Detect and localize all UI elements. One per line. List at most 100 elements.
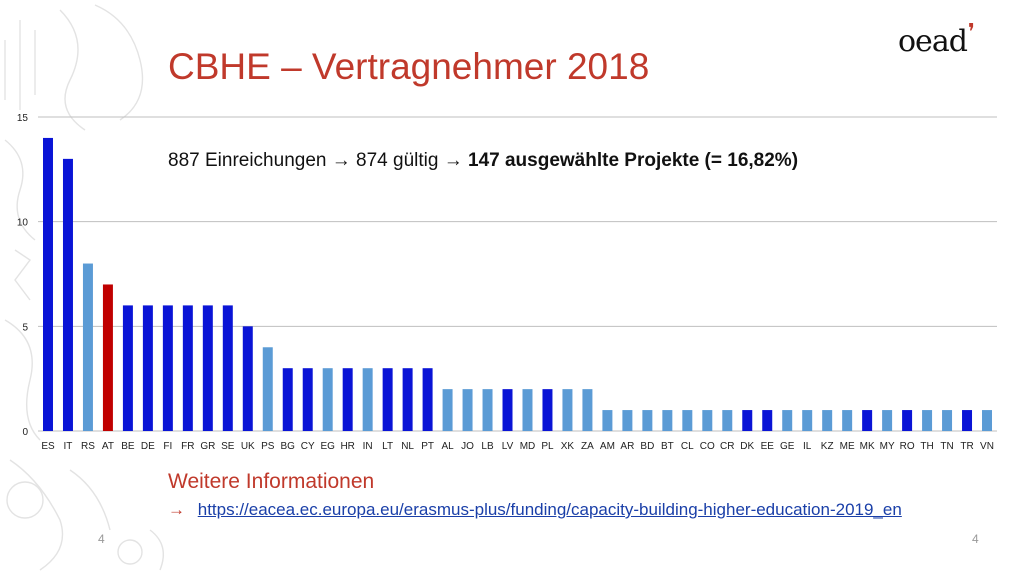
bar xyxy=(542,389,553,431)
x-tick-label: ME xyxy=(840,441,855,452)
x-tick-label: RS xyxy=(81,441,95,452)
x-tick-label: MK xyxy=(860,441,875,452)
bar xyxy=(82,263,93,431)
x-tick-label: ES xyxy=(41,441,55,452)
bar xyxy=(582,389,593,431)
x-tick-label: XK xyxy=(561,441,575,452)
x-tick-label: BD xyxy=(640,441,654,452)
x-tick-label: AL xyxy=(441,441,454,452)
x-tick-label: NL xyxy=(401,441,414,452)
bar xyxy=(102,284,113,431)
summary-selected: 147 ausgewählte Projekte (= 16,82%) xyxy=(468,150,799,171)
y-tick-label: 5 xyxy=(22,322,28,333)
bar xyxy=(982,410,993,431)
arrow-icon: → xyxy=(331,150,351,171)
x-tick-label: CY xyxy=(301,441,315,452)
more-info-heading: Weitere Informationen xyxy=(168,470,375,493)
bar xyxy=(482,389,493,431)
x-tick-label: GR xyxy=(200,441,215,452)
bar xyxy=(902,410,913,431)
x-tick-label: LT xyxy=(382,441,393,452)
oead-logo: oead❜ xyxy=(898,20,975,59)
bar xyxy=(762,410,773,431)
x-tick-label: IL xyxy=(803,441,812,452)
page-number-left: 4 xyxy=(98,532,105,546)
x-tick-label: AM xyxy=(600,441,615,452)
x-tick-label: TN xyxy=(940,441,953,452)
bar xyxy=(342,368,353,431)
bar xyxy=(122,305,133,431)
bar xyxy=(402,368,413,431)
bar xyxy=(922,410,933,431)
x-tick-label: CO xyxy=(700,441,715,452)
bar xyxy=(962,410,973,431)
x-tick-label: BE xyxy=(121,441,135,452)
x-tick-label: FI xyxy=(163,441,172,452)
more-info-link-row: → https://eacea.ec.europa.eu/erasmus-plu… xyxy=(168,500,902,520)
bar xyxy=(502,389,513,431)
x-tick-label: SE xyxy=(221,441,235,452)
bar xyxy=(682,410,693,431)
bar xyxy=(62,158,73,431)
eacea-link[interactable]: https://eacea.ec.europa.eu/erasmus-plus/… xyxy=(197,500,902,519)
bar xyxy=(602,410,613,431)
x-tick-label: MD xyxy=(520,441,536,452)
bar xyxy=(202,305,213,431)
bar xyxy=(842,410,853,431)
y-tick-label: 15 xyxy=(17,113,29,124)
x-tick-label: LB xyxy=(481,441,494,452)
bar xyxy=(742,410,753,431)
bar xyxy=(302,368,313,431)
x-tick-label: CR xyxy=(720,441,734,452)
x-tick-label: GE xyxy=(780,441,795,452)
x-tick-label: AT xyxy=(102,441,114,452)
summary-submissions: 887 Einreichungen xyxy=(168,150,327,171)
bar xyxy=(142,305,153,431)
logo-accent-mark: ❜ xyxy=(967,20,975,45)
x-tick-label: VN xyxy=(980,441,994,452)
x-tick-label: LV xyxy=(502,441,514,452)
x-tick-label: HR xyxy=(340,441,354,452)
x-tick-label: EG xyxy=(320,441,335,452)
x-tick-label: UK xyxy=(241,441,255,452)
bar xyxy=(662,410,673,431)
x-tick-label: PL xyxy=(541,441,554,452)
bar xyxy=(522,389,533,431)
bar xyxy=(322,368,333,431)
summary-valid: 874 gültig xyxy=(356,150,439,171)
bar xyxy=(722,410,733,431)
bar xyxy=(442,389,453,431)
y-tick-label: 0 xyxy=(22,427,28,438)
arrow-icon: → xyxy=(168,500,185,519)
x-tick-label: DK xyxy=(740,441,754,452)
bar xyxy=(182,305,193,431)
bar xyxy=(862,410,873,431)
arrow-icon: → xyxy=(443,150,463,171)
x-tick-label: TH xyxy=(920,441,933,452)
x-tick-label: JO xyxy=(461,441,474,452)
bar xyxy=(642,410,653,431)
x-tick-label: KZ xyxy=(821,441,834,452)
bar xyxy=(942,410,953,431)
bar xyxy=(422,368,433,431)
submission-summary: 887 Einreichungen → 874 gültig → 147 aus… xyxy=(168,150,798,172)
bar xyxy=(802,410,813,431)
bar xyxy=(882,410,893,431)
bar xyxy=(462,389,473,431)
bar xyxy=(162,305,173,431)
x-tick-label: DE xyxy=(141,441,155,452)
bar xyxy=(382,368,393,431)
x-tick-label: RO xyxy=(900,441,915,452)
y-tick-label: 10 xyxy=(17,218,29,229)
bar xyxy=(702,410,713,431)
slide-title: CBHE – Vertragnehmer 2018 xyxy=(168,46,650,87)
x-tick-label: IN xyxy=(363,441,373,452)
page-number-right: 4 xyxy=(972,532,979,546)
x-tick-label: EE xyxy=(761,441,775,452)
bar xyxy=(222,305,233,431)
x-tick-label: BT xyxy=(661,441,674,452)
bar xyxy=(622,410,633,431)
bar xyxy=(282,368,293,431)
